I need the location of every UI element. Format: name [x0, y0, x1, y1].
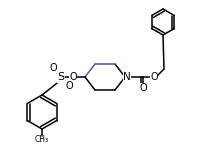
Text: CH₃: CH₃: [35, 135, 49, 144]
Text: N: N: [123, 72, 131, 82]
Text: O: O: [139, 83, 147, 93]
Text: O: O: [69, 72, 77, 82]
Text: O: O: [65, 81, 73, 91]
Text: O: O: [49, 63, 57, 73]
Text: S: S: [57, 72, 65, 82]
Text: O: O: [150, 72, 158, 82]
